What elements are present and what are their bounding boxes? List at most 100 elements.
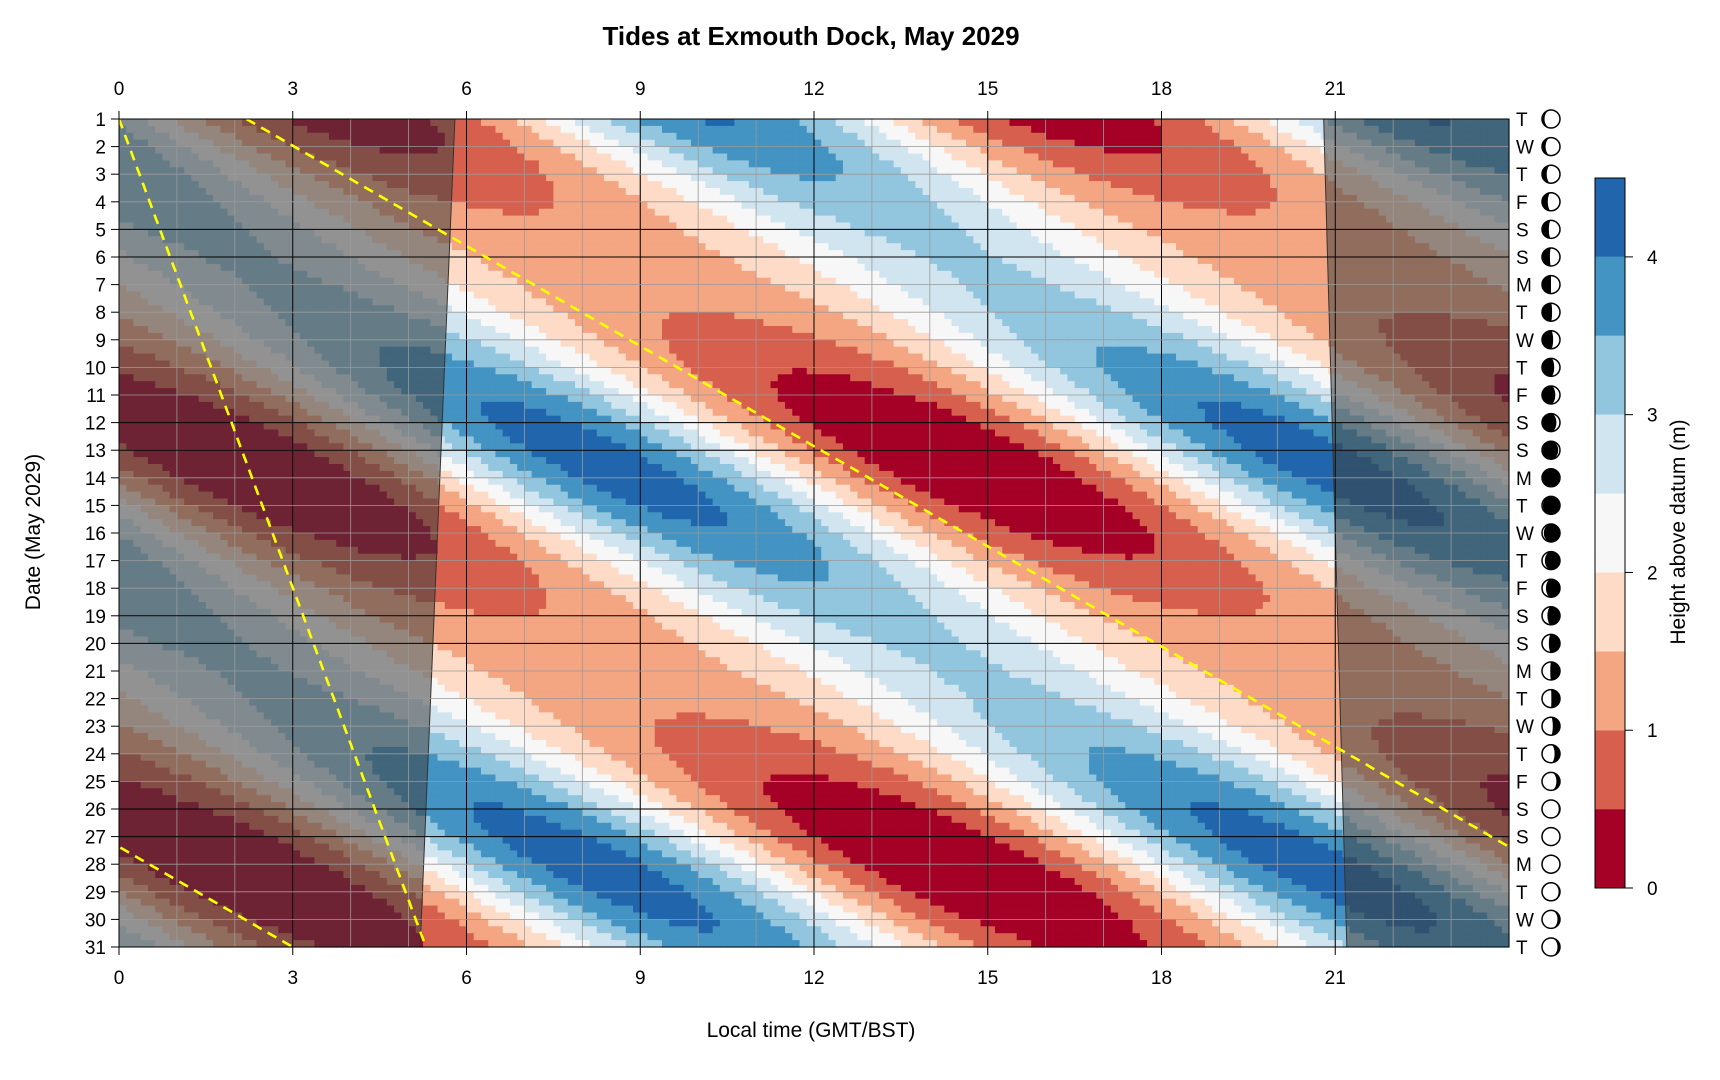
heat-cell: [1140, 119, 1148, 127]
heat-cell: [1277, 154, 1285, 162]
heat-cell: [655, 188, 663, 196]
heat-cell: [517, 126, 525, 133]
heat-cell: [771, 147, 779, 155]
heat-cell: [988, 223, 996, 231]
heat-cell: [1277, 147, 1285, 155]
heat-cell: [828, 285, 836, 293]
heat-cell: [611, 202, 619, 210]
heat-cell: [1190, 278, 1198, 286]
heat-cell: [930, 250, 938, 258]
heat-cell: [604, 133, 612, 141]
heat-cell: [604, 243, 612, 251]
heat-cell: [1154, 278, 1162, 286]
heat-cell: [1212, 126, 1220, 133]
heat-cell: [1256, 257, 1264, 265]
heat-cell: [626, 229, 634, 237]
heat-cell: [915, 188, 923, 196]
heat-cell: [1248, 174, 1256, 182]
heat-cell: [503, 188, 511, 196]
heat-cell: [886, 257, 894, 265]
heat-cell: [1111, 119, 1119, 127]
heat-cell: [1133, 223, 1141, 231]
heat-cell: [582, 285, 590, 293]
heat-cell: [1227, 264, 1235, 272]
heat-cell: [836, 188, 844, 196]
heat-cell: [908, 140, 916, 148]
heat-cell: [604, 285, 612, 293]
heat-cell: [1111, 209, 1119, 217]
heat-cell: [488, 236, 496, 244]
heat-cell: [1263, 188, 1271, 196]
heat-cell: [1234, 160, 1242, 168]
heat-cell: [1002, 140, 1010, 148]
heat-cell: [1060, 278, 1068, 286]
heat-cell: [973, 160, 981, 168]
heat-cell: [1046, 292, 1054, 300]
heat-cell: [575, 292, 583, 300]
heat-cell: [807, 250, 815, 258]
heat-cell: [1256, 133, 1264, 141]
heat-cell: [785, 229, 793, 237]
heat-cell: [1046, 285, 1054, 293]
heat-cell: [1096, 174, 1104, 182]
heat-cell: [1060, 174, 1068, 182]
heat-cell: [698, 278, 706, 286]
heat-cell: [742, 202, 750, 210]
heat-cell: [590, 209, 598, 217]
heat-cell: [705, 216, 713, 224]
heat-cell: [792, 278, 800, 286]
heat-cell: [1038, 133, 1046, 141]
heat-cell: [604, 264, 612, 272]
heat-cell: [1219, 216, 1227, 224]
heat-cell: [894, 119, 902, 127]
heat-cell: [590, 202, 598, 210]
heat-cell: [561, 271, 569, 279]
heat-cell: [1118, 188, 1126, 196]
heat-cell: [655, 236, 663, 244]
heat-cell: [850, 195, 858, 203]
heat-cell: [1111, 160, 1119, 168]
heat-cell: [698, 271, 706, 279]
heat-cell: [1270, 167, 1278, 175]
heat-cell: [713, 209, 721, 217]
heat-cell: [1104, 243, 1112, 251]
heat-cell: [619, 202, 627, 210]
heat-cell: [1263, 202, 1271, 210]
heat-cell: [662, 292, 670, 300]
heat-cell: [1248, 154, 1256, 162]
heat-cell: [1125, 236, 1133, 244]
heat-cell: [843, 250, 851, 258]
heat-cell: [611, 133, 619, 141]
heat-cell: [640, 195, 648, 203]
heat-cell: [546, 174, 554, 182]
heat-cell: [1205, 140, 1213, 148]
heat-cell: [872, 133, 880, 141]
heat-cell: [1147, 271, 1155, 279]
heat-cell: [908, 216, 916, 224]
heat-cell: [640, 133, 648, 141]
heat-cell: [930, 223, 938, 231]
heat-cell: [1060, 250, 1068, 258]
heat-cell: [995, 285, 1003, 293]
heat-cell: [995, 229, 1003, 237]
heat-cell: [727, 223, 735, 231]
heat-cell: [995, 202, 1003, 210]
heat-cell: [1169, 167, 1177, 175]
heat-cell: [459, 257, 467, 265]
heat-cell: [481, 119, 489, 127]
heat-cell: [467, 126, 475, 133]
heat-cell: [1125, 119, 1133, 127]
heat-cell: [807, 195, 815, 203]
heat-cell: [1038, 229, 1046, 237]
heat-cell: [452, 174, 460, 182]
heat-cell: [676, 160, 684, 168]
heat-cell: [640, 278, 648, 286]
heat-cell: [959, 147, 967, 155]
heat-cell: [1306, 160, 1314, 168]
heat-cell: [814, 216, 822, 224]
heat-cell: [966, 271, 974, 279]
heat-cell: [742, 292, 750, 300]
heat-cell: [1082, 140, 1090, 148]
heat-cell: [705, 292, 713, 300]
